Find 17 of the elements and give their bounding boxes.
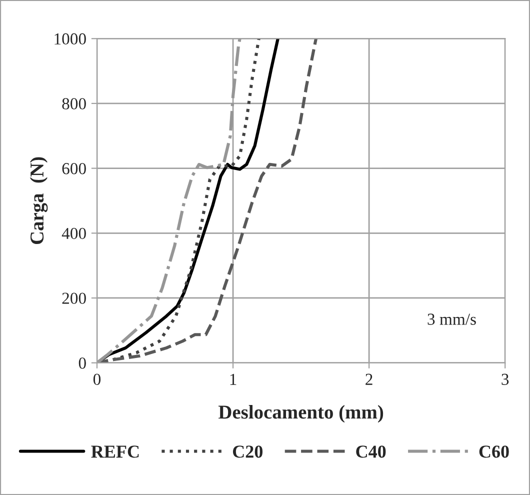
- x-tick-label: 2: [366, 374, 372, 385]
- legend-label: REFC: [91, 446, 139, 458]
- x-tick-label: 0: [93, 374, 101, 385]
- x-tick-label: 1: [230, 374, 236, 385]
- y-tick-label: 200: [62, 292, 86, 304]
- y-tick-label: 400: [62, 228, 86, 240]
- y-tick-label: 800: [62, 98, 86, 110]
- y-tick-label: 0: [78, 358, 86, 369]
- y-tick-label: 600: [62, 163, 86, 174]
- legend-label: C60: [479, 446, 509, 458]
- y-axis-title: Carga (N): [30, 157, 48, 244]
- x-axis-title: Deslocamento (mm): [218, 405, 384, 423]
- legend-label: C20: [232, 446, 263, 458]
- y-tick-label: 1000: [54, 33, 86, 45]
- legend-label: C40: [356, 446, 386, 458]
- annotation: 3 mm/s: [428, 314, 476, 325]
- x-tick-label: 3: [502, 374, 509, 385]
